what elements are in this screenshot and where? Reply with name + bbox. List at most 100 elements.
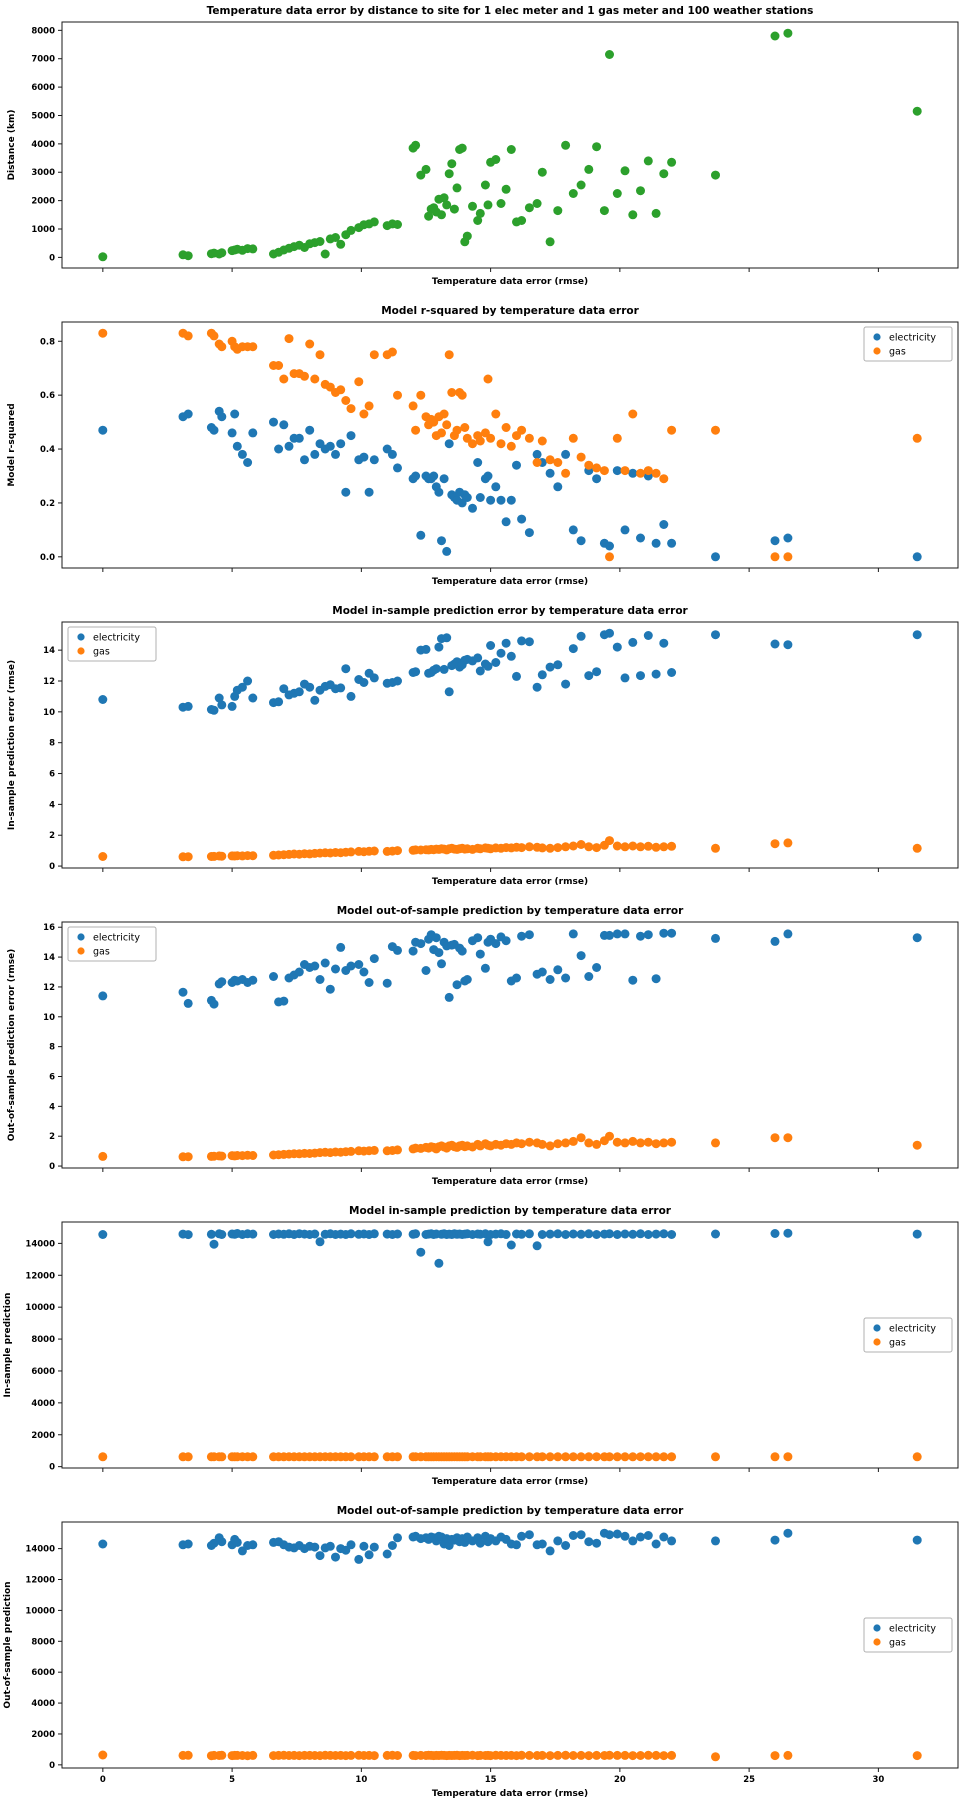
data-point (98, 252, 108, 262)
data-point (183, 701, 193, 711)
legend-label-electricity: electricity (93, 933, 140, 944)
data-point (325, 441, 335, 451)
data-point (98, 852, 108, 861)
data-point (605, 50, 614, 59)
data-point (584, 460, 594, 470)
data-point (517, 1139, 527, 1149)
data-point (783, 533, 793, 543)
data-point (354, 377, 364, 387)
data-point (473, 458, 483, 467)
data-point (636, 533, 645, 543)
data-point (651, 538, 661, 548)
data-point (537, 167, 547, 177)
data-point (437, 428, 446, 438)
data-point (667, 538, 677, 548)
scatter-series-electricity (98, 406, 922, 562)
data-point (512, 460, 521, 470)
data-point (524, 1750, 534, 1760)
y-tick-label: 0 (49, 862, 55, 872)
data-point (659, 1452, 669, 1462)
data-point (449, 204, 459, 214)
data-point (98, 1151, 108, 1161)
data-point (561, 973, 571, 983)
data-point (643, 1531, 653, 1540)
data-point (651, 208, 661, 218)
subplot-5: Model in-sample prediction by temperatur… (0, 1200, 963, 1500)
data-point (711, 1229, 720, 1239)
data-point (462, 231, 472, 241)
data-point (532, 458, 542, 467)
data-point (416, 170, 426, 180)
data-point (620, 1452, 630, 1462)
data-point (336, 683, 346, 693)
data-point (359, 409, 369, 419)
data-point (243, 676, 253, 686)
chart-title: Model out-of-sample prediction by temper… (337, 1505, 684, 1517)
data-point (473, 653, 483, 663)
data-point (561, 1452, 571, 1462)
data-point (643, 156, 653, 166)
legend-label-electricity: electricity (889, 333, 936, 344)
data-point (325, 1541, 335, 1551)
data-point (659, 638, 669, 648)
data-point (346, 431, 356, 441)
data-point (620, 1531, 630, 1541)
data-point (501, 638, 511, 648)
data-point (310, 449, 320, 459)
data-point (369, 954, 379, 964)
data-point (248, 851, 258, 861)
data-point (628, 975, 638, 985)
legend-label-electricity: electricity (889, 1324, 936, 1335)
scatter-series-gas (98, 836, 922, 862)
data-point (912, 1535, 922, 1545)
data-point (537, 1539, 547, 1549)
data-point (532, 682, 542, 692)
scatter-series-gas (98, 1452, 922, 1462)
data-point (214, 693, 224, 703)
scatter-series-electricity (98, 928, 922, 1009)
plot-area-border (61, 21, 959, 269)
data-point (783, 1133, 793, 1143)
data-point (217, 1537, 227, 1547)
y-tick-label: 7000 (31, 55, 55, 65)
data-point (517, 1750, 527, 1760)
data-point (279, 996, 289, 1006)
data-point (643, 1750, 653, 1760)
data-point (620, 1229, 630, 1239)
y-tick-label: 2 (49, 1132, 55, 1142)
data-point (382, 1549, 392, 1559)
data-point (506, 441, 516, 451)
data-point (628, 1452, 638, 1462)
data-point (636, 468, 645, 478)
data-point (217, 1452, 227, 1462)
data-point (452, 183, 462, 193)
data-point (576, 1452, 586, 1462)
data-point (612, 189, 622, 198)
data-point (912, 1140, 922, 1150)
data-point (659, 842, 669, 852)
data-point (568, 433, 578, 443)
data-point (912, 630, 922, 640)
x-axis-label: Temperature data error (rmse) (432, 277, 588, 287)
data-point (209, 425, 219, 435)
data-point (336, 439, 346, 449)
data-point (605, 1452, 614, 1462)
data-point (584, 1452, 594, 1462)
legend-label-gas: gas (889, 1638, 906, 1649)
data-point (248, 1229, 258, 1239)
y-tick-label: 6 (49, 770, 55, 780)
data-point (532, 199, 542, 208)
data-point (460, 423, 470, 432)
data-point (475, 1538, 485, 1548)
data-point (315, 1237, 325, 1247)
data-point (431, 664, 441, 674)
data-point (310, 961, 320, 971)
legend-box (67, 626, 157, 662)
data-point (667, 668, 677, 677)
data-point (912, 1452, 922, 1462)
data-point (783, 28, 793, 38)
data-point (599, 466, 609, 476)
data-point (711, 425, 720, 435)
x-tick-label: 20 (614, 1775, 626, 1785)
data-point (576, 1750, 586, 1760)
